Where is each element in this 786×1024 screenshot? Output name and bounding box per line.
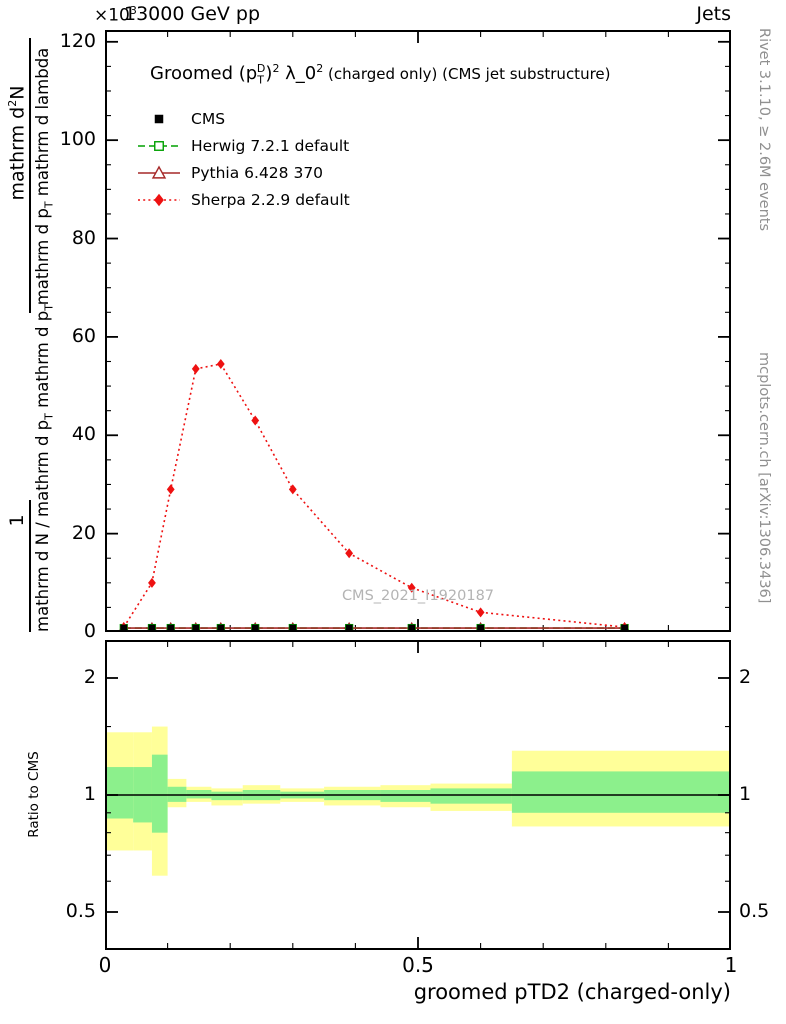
main-y-tick-label: 80 (71, 226, 96, 249)
legend-item-cms: CMS (136, 105, 350, 132)
x-tick-label: 0.5 (402, 953, 434, 977)
legend: CMS Herwig 7.2.1 default Pythia 6.428 370 S… (136, 105, 350, 213)
mcplots-reference-label: mcplots.cern.ch [arXiv:1306.3436] (756, 352, 772, 604)
plot-title-p-squared: 2 (272, 62, 280, 75)
filled-square-icon (154, 114, 164, 123)
main-y-tick-label: 40 (71, 423, 96, 446)
ratio-y-tick-label-right: 2 (739, 665, 752, 688)
legend-item-herwig: Herwig 7.2.1 default (136, 132, 350, 159)
filled-diamond-icon (138, 193, 180, 206)
ratio-frame (105, 640, 731, 950)
plot-title-p-close: ) (265, 63, 273, 84)
ratio-y-tick-label-right: 0.5 (739, 900, 770, 922)
y-axis-label-numerator: mathrm d2N (6, 85, 29, 201)
main-y-tick-label: 120 (59, 29, 96, 52)
open-triangle-icon (138, 165, 180, 179)
legend-label: Pythia 6.428 370 (191, 163, 324, 182)
beam-energy-title: 13000 GeV pp (124, 3, 261, 25)
series-markers-cms (120, 624, 628, 632)
plot-title: Groomed (pTD)2 λ_02 (charged only) (CMS … (150, 62, 611, 87)
fraction-bar-bottom (29, 500, 31, 632)
plot-title-p: (p (238, 63, 258, 84)
ratio-y-tick-label-left: 1 (83, 783, 96, 805)
x-axis-title: groomed pTD2 (charged-only) (413, 980, 731, 1004)
x-tick-label: 0 (98, 953, 112, 977)
ratio-y-tick-label-left: 0.5 (65, 900, 96, 922)
y-axis-label-denominator-top: mathrm d pT mathrm d lambda (33, 47, 56, 306)
main-plot-canvas (105, 30, 731, 632)
main-y-tick-label: 60 (71, 324, 96, 347)
ratio-y-tick-label-left: 2 (83, 665, 96, 688)
legend-label: Sherpa 2.2.9 default (191, 190, 350, 209)
plot-title-suffix: (charged only) (CMS jet substructure) (323, 65, 611, 83)
main-y-tick-label: 100 (59, 128, 96, 151)
y-axis-label-denominator-bottom: mathrm d N / mathrm d pT mathrm d pT (33, 304, 56, 632)
jets-label: Jets (696, 3, 731, 25)
legend-item-sherpa: Sherpa 2.2.9 default (136, 186, 350, 213)
y-axis-label-one: 1 (6, 514, 28, 527)
legend-item-pythia: Pythia 6.428 370 (136, 159, 350, 186)
ratio-axis-label: Ratio to CMS (26, 751, 42, 838)
main-y-tick-label: 0 (83, 620, 96, 642)
ratio-y-tick-label-right: 1 (739, 783, 752, 805)
fraction-bar-top (29, 38, 31, 313)
series-line-sherpa (123, 363, 625, 628)
legend-label: CMS (191, 109, 226, 128)
plot-title-pre: Groomed (150, 63, 239, 84)
plot-title-p-sub: T (257, 73, 264, 87)
x-tick-label: 1 (724, 953, 738, 977)
watermark: CMS_2021_I1920187 (341, 588, 495, 604)
ratio-plot-canvas (105, 640, 731, 950)
rivet-version-label: Rivet 3.1.10, ≥ 2.6M events (756, 28, 772, 232)
y-scale-label: ×103 (94, 4, 137, 26)
open-square-icon (138, 140, 180, 151)
plot-title-p-sup: D (256, 62, 266, 75)
legend-label: Herwig 7.2.1 default (191, 136, 350, 155)
main-y-tick-label: 20 (71, 521, 96, 544)
plot-title-lambda: λ_0 (279, 63, 317, 84)
plot-title-lambda-squared: 2 (316, 62, 324, 75)
main-frame (105, 30, 731, 632)
